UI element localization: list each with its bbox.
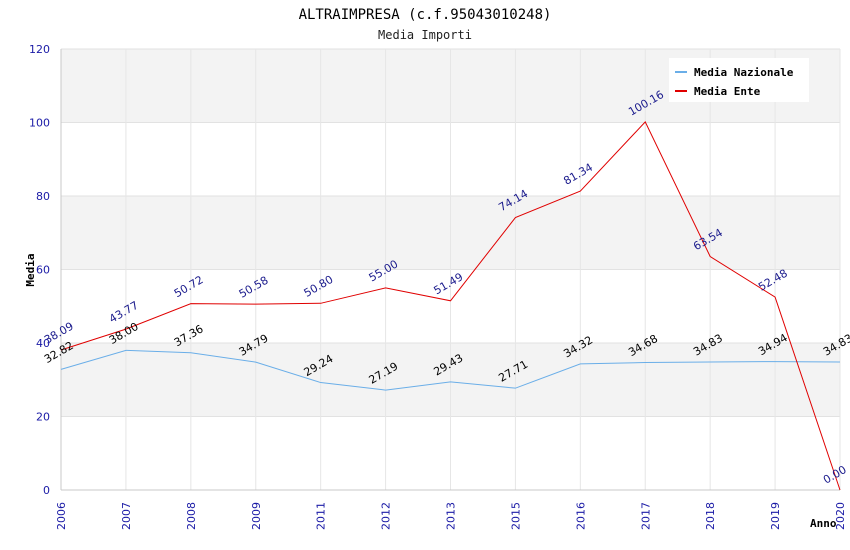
x-tick-label: 2008 [185,502,198,530]
y-tick-label: 40 [36,337,50,350]
series-line-media-nazionale [60,349,841,391]
y-tick-label: 120 [29,43,50,56]
y-tick-label: 20 [36,411,50,424]
x-tick-label: 2017 [639,502,652,530]
tick-labels: 0 20 40 60 80 100 120 2006 2007 2008 2009 2011 2012 2… [29,43,847,530]
series-lines [60,121,841,491]
x-tick-label: 2007 [120,502,133,530]
x-tick-label: 2012 [380,502,393,530]
x-tick-label: 2015 [509,502,522,530]
series-line-media-ente [60,121,841,491]
axes [60,49,840,491]
x-tick-label: 2011 [315,502,328,530]
x-tick-label: 2019 [769,502,782,530]
x-tick-label: 2018 [704,502,717,530]
y-tick-label: 60 [36,264,50,277]
y-axis-label: Media [24,253,37,286]
x-tick-label: 2020 [834,502,847,530]
y-tick-label: 100 [29,117,50,130]
legend: Media Nazionale Media Ente [669,58,809,102]
legend-box [669,58,809,102]
y-tick-label: 0 [43,484,50,497]
x-tick-label: 2013 [445,502,458,530]
x-tick-label: 2009 [250,502,263,530]
chart-subtitle: Media Importi [378,28,472,42]
chart-title: ALTRAIMPRESA (c.f.95043010248) [299,7,552,23]
x-tick-label: 2006 [55,502,68,530]
y-tick-label: 80 [36,190,50,203]
legend-label: Media Nazionale [694,66,794,79]
legend-label: Media Ente [694,85,761,98]
x-tick-label: 2016 [574,502,587,530]
x-axis-label: Anno [810,517,837,530]
